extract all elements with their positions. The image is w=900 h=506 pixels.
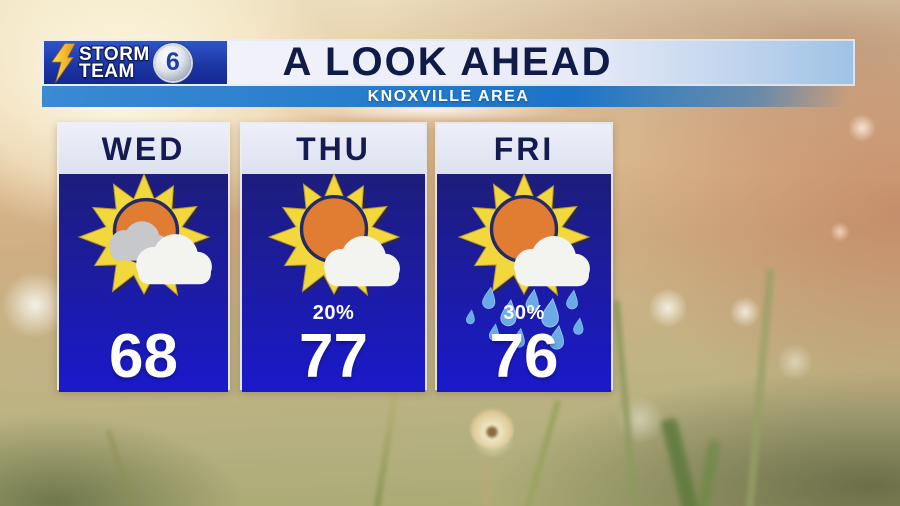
storm-team-6-logo: STORM TEAM 6 (44, 41, 227, 84)
temperature: 77 (299, 322, 368, 391)
temperature: 68 (109, 322, 178, 391)
card-body: 30% 76 (437, 172, 611, 392)
forecast-card-thu: THU 20% (240, 122, 427, 392)
clover-flower (470, 408, 514, 448)
day-label: FRI (437, 124, 611, 174)
lightning-bolt-icon (51, 42, 76, 83)
day-label: WED (59, 124, 228, 174)
sun-with-cloud-and-rain-icon (457, 172, 592, 351)
title-band: A LOOK AHEAD (227, 40, 853, 84)
logo-line1: STORM (79, 43, 150, 65)
card-body: 68 (59, 172, 228, 392)
icon-wrap (455, 172, 593, 351)
precip-chance: 20% (312, 301, 355, 324)
channel-number: 6 (165, 48, 180, 76)
logo-wordmark: STORM TEAM (79, 43, 150, 82)
day-label: THU (242, 124, 425, 174)
card-body: 20% 77 (242, 172, 425, 392)
header-banner: STORM TEAM 6 A LOOK AHEAD KNOXVILLE AREA (42, 39, 855, 107)
subtitle-band: KNOXVILLE AREA (42, 86, 855, 107)
subtitle-text: KNOXVILLE AREA (367, 87, 530, 105)
page-title: A LOOK AHEAD (282, 40, 613, 84)
icon-wrap (75, 172, 213, 300)
temperature: 76 (489, 322, 559, 391)
logo-line2: TEAM (79, 60, 135, 82)
forecast-card-wed: WED (57, 122, 230, 392)
icon-wrap (265, 172, 403, 300)
forecast-card-fri: FRI (435, 122, 613, 392)
channel-6-badge: 6 (154, 44, 191, 81)
sun-with-white-cloud-icon (267, 172, 402, 298)
sun-with-gray-and-white-clouds-icon (77, 172, 212, 298)
precip-chance: 30% (503, 301, 545, 324)
header-row: STORM TEAM 6 A LOOK AHEAD (42, 39, 855, 86)
